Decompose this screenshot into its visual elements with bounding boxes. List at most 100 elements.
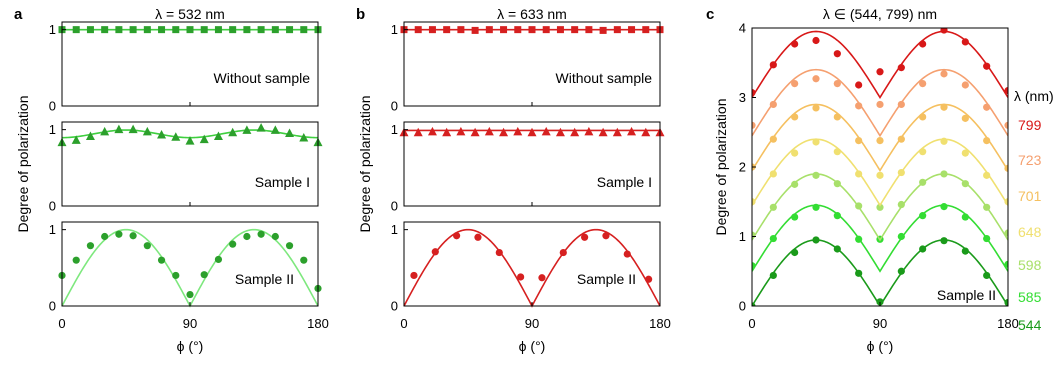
series-585 xyxy=(752,203,1008,273)
data-point xyxy=(940,103,948,111)
subplot-annotation: Sample II xyxy=(577,271,636,287)
subplot-annotation: Without sample xyxy=(556,70,653,86)
x-axis-label: ϕ (°) xyxy=(177,338,204,354)
y-tick-label: 0 xyxy=(49,299,56,314)
data-point xyxy=(752,89,756,97)
data-point xyxy=(791,213,799,221)
data-point xyxy=(229,26,237,34)
data-point xyxy=(833,180,841,188)
series-544 xyxy=(752,236,1008,306)
data-point xyxy=(414,26,422,34)
data-point xyxy=(961,114,969,122)
panel-title: λ = 633 nm xyxy=(497,6,567,22)
data-point xyxy=(85,131,95,141)
data-point xyxy=(541,126,551,136)
data-point xyxy=(129,26,137,34)
data-point xyxy=(172,271,180,280)
data-point xyxy=(559,248,567,257)
data-point xyxy=(645,275,653,283)
data-point xyxy=(243,26,251,34)
data-point xyxy=(919,212,927,220)
plot-frame xyxy=(403,21,661,107)
data-point xyxy=(1004,86,1008,95)
x-tick-label: 90 xyxy=(873,316,887,331)
data-point xyxy=(769,271,777,280)
data-point xyxy=(641,127,651,137)
data-point xyxy=(427,126,437,136)
data-point xyxy=(128,124,138,134)
data-point xyxy=(628,26,636,34)
data-point xyxy=(897,64,905,72)
panel-letter: c xyxy=(706,6,714,23)
y-tick-label: 0 xyxy=(49,99,56,114)
subplot-annotation: Without sample xyxy=(214,70,311,86)
data-point xyxy=(157,256,166,264)
y-tick-label: 0 xyxy=(739,299,746,314)
panel-annotation: Sample II xyxy=(937,287,996,303)
data-point xyxy=(1004,198,1008,206)
data-point xyxy=(612,127,622,137)
y-tick-label: 0 xyxy=(391,299,398,314)
data-point xyxy=(286,26,294,34)
y-tick-label: 0 xyxy=(391,99,398,114)
data-point xyxy=(983,271,991,280)
y-tick-label: 2 xyxy=(739,160,746,175)
data-point xyxy=(983,62,991,70)
data-point xyxy=(833,113,841,121)
data-point xyxy=(812,236,820,244)
y-tick-label: 1 xyxy=(49,222,56,237)
data-point xyxy=(833,245,841,253)
data-point xyxy=(897,200,905,209)
x-tick-label: 0 xyxy=(400,316,407,331)
data-point xyxy=(752,198,756,206)
data-point xyxy=(171,132,181,141)
data-point xyxy=(500,26,508,34)
y-axis-label: Degree of polarization xyxy=(713,99,729,236)
data-point xyxy=(285,128,295,137)
data-point xyxy=(855,269,863,277)
data-point xyxy=(940,28,948,34)
legend-entry: 723 xyxy=(1018,152,1042,168)
series-799 xyxy=(752,28,1008,100)
data-point xyxy=(961,149,969,157)
data-point xyxy=(115,230,123,238)
data-point xyxy=(527,127,537,137)
data-point xyxy=(642,26,650,34)
data-point xyxy=(115,26,123,34)
x-tick-label: 180 xyxy=(307,316,329,331)
data-point xyxy=(542,26,550,34)
data-point xyxy=(101,26,109,34)
data-point xyxy=(513,126,523,136)
data-point xyxy=(431,248,439,256)
panel-b: b λ = 633 nm 0 1 Without sample 0 1 Sample I 0 1 S… xyxy=(356,6,671,354)
fit-curve xyxy=(403,228,661,308)
data-point xyxy=(613,26,621,34)
data-point xyxy=(556,26,564,34)
data-point xyxy=(752,302,756,306)
data-point xyxy=(229,240,237,248)
data-point xyxy=(833,80,841,88)
data-point xyxy=(200,26,208,34)
data-point xyxy=(812,36,820,45)
data-point xyxy=(940,237,948,245)
data-point xyxy=(585,26,593,34)
data-point xyxy=(114,124,124,134)
data-point xyxy=(410,271,418,280)
data-point xyxy=(855,235,863,243)
x-tick-label: 180 xyxy=(997,316,1019,331)
data-point xyxy=(897,232,905,241)
data-point xyxy=(602,232,610,240)
legend-title: λ (nm) xyxy=(1014,88,1054,104)
panel-title: λ = 532 nm xyxy=(155,6,225,22)
fit-curve xyxy=(752,138,1008,207)
data-point xyxy=(855,170,863,178)
data-point xyxy=(257,230,265,238)
y-axis-label: Degree of polarization xyxy=(15,96,31,233)
legend-entry: 598 xyxy=(1018,257,1042,273)
data-point xyxy=(812,203,820,211)
data-point xyxy=(453,232,461,240)
data-point xyxy=(484,126,494,136)
data-point xyxy=(855,136,863,145)
subplot-annotation: Sample II xyxy=(235,271,294,287)
